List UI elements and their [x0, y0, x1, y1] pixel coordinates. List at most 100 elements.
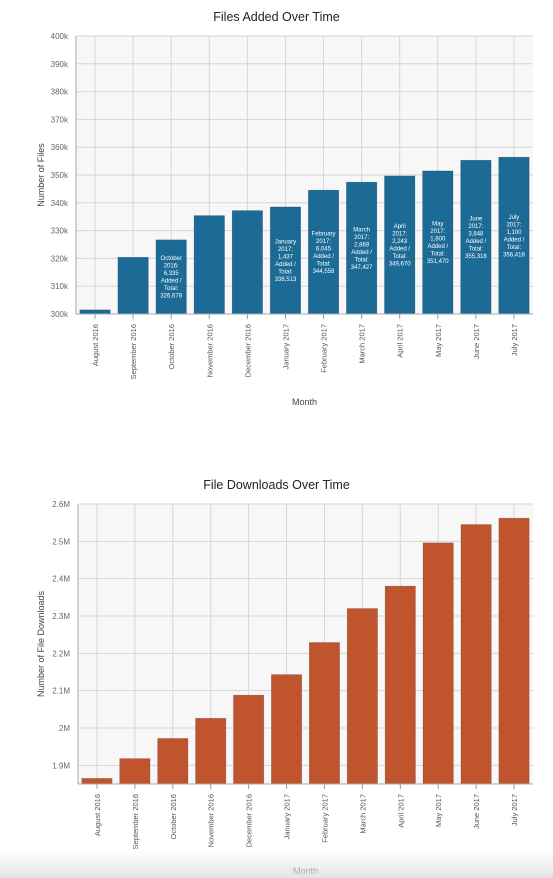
x-tick-label: June 2017 [472, 324, 481, 359]
x-tick-label: April 2017 [396, 324, 405, 358]
x-tick-label: May 2017 [434, 324, 443, 357]
file-downloads-chart: File Downloads Over Time 1.9M 2M 2.1M 2.2M 2… [0, 470, 553, 878]
bar-annotation-line: 2017: [468, 224, 483, 230]
bar-annotation-line: Total: [164, 286, 179, 292]
x-tick-label: January 2017 [281, 324, 290, 369]
y-tick-label: 350k [51, 171, 69, 180]
bar-annotation-line: 344,558 [313, 269, 335, 275]
y-tick-label: 390k [51, 60, 69, 69]
bar-annotation-line: 351,470 [427, 259, 449, 265]
bar-annotation-line: January [275, 240, 296, 246]
y-tick-label: 2M [59, 724, 70, 733]
bar-annotation-line: March [353, 227, 370, 233]
bar-annotation-line: 1,437 [278, 255, 294, 261]
bar[interactable] [155, 239, 187, 315]
x-tick-label: April 2017 [396, 794, 405, 828]
y-tick-label: 400k [51, 32, 69, 41]
bar-annotation-line: 2,243 [392, 239, 408, 245]
y-tick-label: 310k [51, 282, 69, 291]
bar-annotation-line: Total: [354, 257, 369, 263]
bar-annotation-line: Total: [278, 270, 293, 276]
x-tick-label: March 2017 [358, 794, 367, 834]
y-tick-label: 2.2M [52, 649, 70, 658]
bar[interactable] [119, 758, 151, 785]
bar[interactable] [193, 215, 225, 315]
bar-annotation-line: Added / [313, 254, 334, 260]
bar-annotation-line: 326,678 [160, 294, 182, 300]
bar-annotation-line: 349,670 [389, 262, 411, 268]
chart-title: Files Added Over Time [213, 10, 340, 24]
bar[interactable] [498, 517, 530, 785]
x-tick-label: October 2016 [167, 324, 176, 369]
bar-annotation-line: Added / [161, 279, 182, 285]
y-tick-label: 2.4M [52, 575, 70, 584]
x-tick-label: March 2017 [358, 324, 367, 364]
bar-annotation-line: 356,418 [503, 252, 525, 258]
x-tick-label: July 2017 [510, 794, 519, 826]
bar[interactable] [195, 717, 227, 785]
y-tick-label: 2.3M [52, 612, 70, 621]
y-tick-label: 2.5M [52, 537, 70, 546]
bar-annotation-line: February [312, 231, 336, 237]
bar[interactable] [460, 159, 492, 315]
x-tick-label: November 2016 [205, 324, 214, 377]
y-tick-label: 320k [51, 254, 69, 263]
bar-annotation-line: 3,848 [468, 231, 484, 237]
x-tick-label: December 2016 [243, 324, 252, 377]
bar-annotation-line: April [394, 224, 406, 230]
bar[interactable] [231, 210, 263, 315]
x-tick-label: September 2016 [131, 794, 140, 849]
bar-annotation-line: June [469, 216, 483, 222]
y-tick-label: 1.9M [52, 761, 70, 770]
bar-annotation-line: Added / [427, 244, 448, 250]
bar-annotation-line: July [509, 215, 520, 221]
bar[interactable] [81, 778, 113, 785]
bar[interactable] [460, 524, 492, 785]
y-tick-label: 2.6M [52, 500, 70, 509]
x-tick-label: September 2016 [129, 324, 138, 379]
y-tick-label: 340k [51, 199, 69, 208]
x-tick-label: July 2017 [510, 324, 519, 356]
files-added-plot: 300k 310k 320k 330k 340k 350k 360k 370k 380k 390k… [36, 32, 533, 407]
chart-title: File Downloads Over Time [203, 478, 350, 492]
bar-annotation-line: Added / [504, 237, 525, 243]
bar[interactable] [346, 608, 378, 785]
bar[interactable] [308, 642, 340, 785]
bar-annotation-line: 2017: [278, 247, 293, 253]
bar-annotation-line: Total: [316, 261, 331, 267]
bar-annotation-line: October [161, 256, 182, 262]
y-axis-label: Number of File Downloads [36, 590, 46, 697]
bar[interactable] [422, 170, 454, 315]
bar-annotation-line: 1,100 [506, 230, 522, 236]
x-tick-label: November 2016 [207, 794, 216, 847]
x-tick-label: June 2017 [472, 794, 481, 829]
x-axis-label: Month [293, 866, 318, 876]
bar[interactable] [384, 175, 416, 315]
bar[interactable] [233, 694, 265, 785]
bar[interactable] [157, 738, 189, 785]
bar[interactable] [117, 256, 149, 315]
bar[interactable] [384, 585, 416, 785]
bar[interactable] [79, 309, 111, 315]
x-tick-label: February 2017 [320, 324, 329, 373]
y-tick-label: 300k [51, 310, 69, 319]
bar-annotation-line: Added / [466, 239, 487, 245]
x-tick-label: October 2016 [169, 794, 178, 839]
bar[interactable] [308, 189, 340, 315]
bar[interactable] [498, 156, 530, 315]
y-axis-label: Number of Files [36, 143, 46, 207]
bar[interactable] [271, 674, 303, 785]
bar-annotation-line: Added / [275, 262, 296, 268]
bar[interactable] [269, 206, 301, 315]
bar-annotation-line: 2016: [164, 264, 179, 270]
bar[interactable] [422, 542, 454, 785]
bar-annotation-line: 6,335 [164, 271, 180, 277]
bar-annotation-line: 1,800 [430, 237, 446, 243]
x-tick-label: February 2017 [320, 794, 329, 843]
bar-annotation-line: 2017: [354, 235, 369, 241]
y-tick-label: 2.1M [52, 687, 70, 696]
y-tick-label: 370k [51, 115, 69, 124]
bar-annotation-line: Total: [431, 252, 446, 258]
bar-annotation-line: Total: [393, 254, 408, 260]
bar-annotation-line: 2017: [392, 232, 407, 238]
